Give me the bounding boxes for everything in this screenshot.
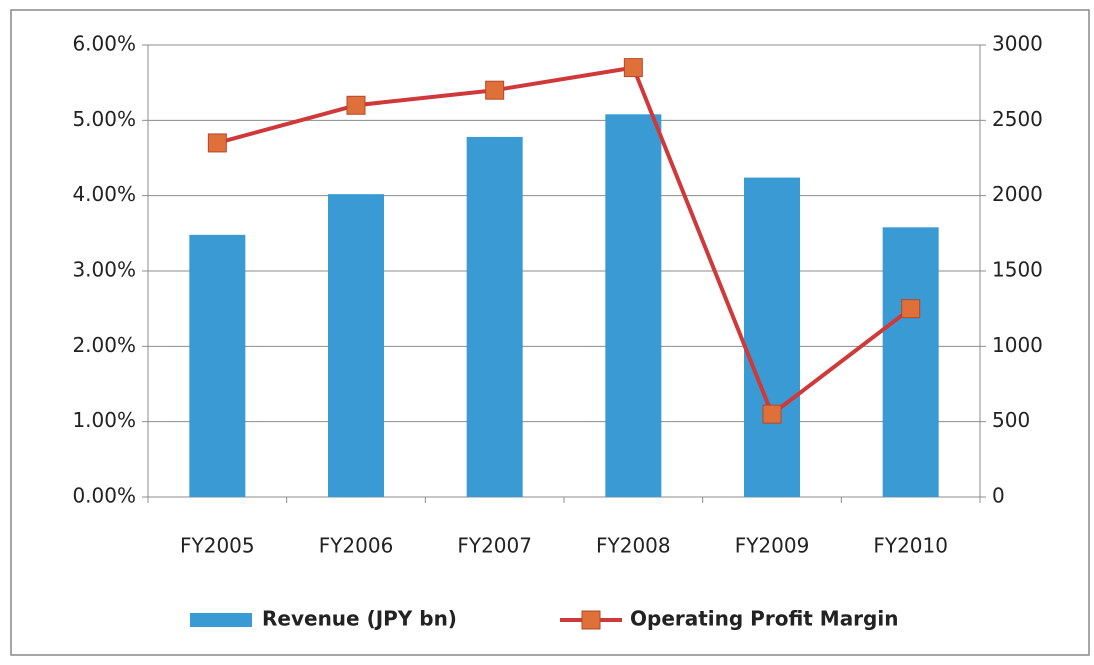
y-tick-label: 4.00%	[72, 182, 136, 206]
y2-tick-label: 1000	[992, 333, 1043, 357]
legend-label: Operating Profit Margin	[630, 607, 898, 631]
line-marker	[623, 58, 643, 78]
x-tick-label: FY2005	[180, 534, 255, 558]
line-marker	[762, 404, 782, 424]
bar	[882, 227, 939, 497]
y2-tick-label: 500	[992, 408, 1030, 432]
y2-tick-label: 1500	[992, 258, 1043, 282]
y-tick-label: 0.00%	[72, 484, 136, 508]
line-marker	[346, 95, 366, 115]
y2-tick-label: 0	[992, 484, 1005, 508]
legend-swatch-marker	[581, 610, 601, 630]
bar	[744, 177, 800, 497]
y-tick-label: 5.00%	[72, 107, 136, 131]
line-marker	[207, 133, 227, 153]
bar	[328, 194, 384, 497]
y-tick-label: 6.00%	[72, 32, 136, 56]
x-tick-label: FY2009	[735, 534, 810, 558]
y-tick-label: 2.00%	[72, 333, 136, 357]
bar	[605, 114, 662, 497]
legend-label: Revenue (JPY bn)	[262, 607, 457, 631]
line-marker	[485, 80, 505, 100]
x-tick-label: FY2008	[596, 534, 671, 558]
bar	[466, 136, 523, 497]
y-tick-label: 3.00%	[72, 258, 136, 282]
bar	[189, 234, 246, 497]
line-marker	[901, 299, 921, 319]
x-tick-label: FY2007	[457, 534, 532, 558]
x-tick-label: FY2010	[873, 534, 948, 558]
y2-tick-label: 3000	[992, 32, 1043, 56]
line	[216, 65, 912, 417]
y2-tick-label: 2000	[992, 182, 1043, 206]
legend-swatch	[190, 613, 252, 627]
y2-tick-label: 2500	[992, 107, 1043, 131]
x-tick-label: FY2006	[319, 534, 394, 558]
y-tick-label: 1.00%	[72, 408, 136, 432]
